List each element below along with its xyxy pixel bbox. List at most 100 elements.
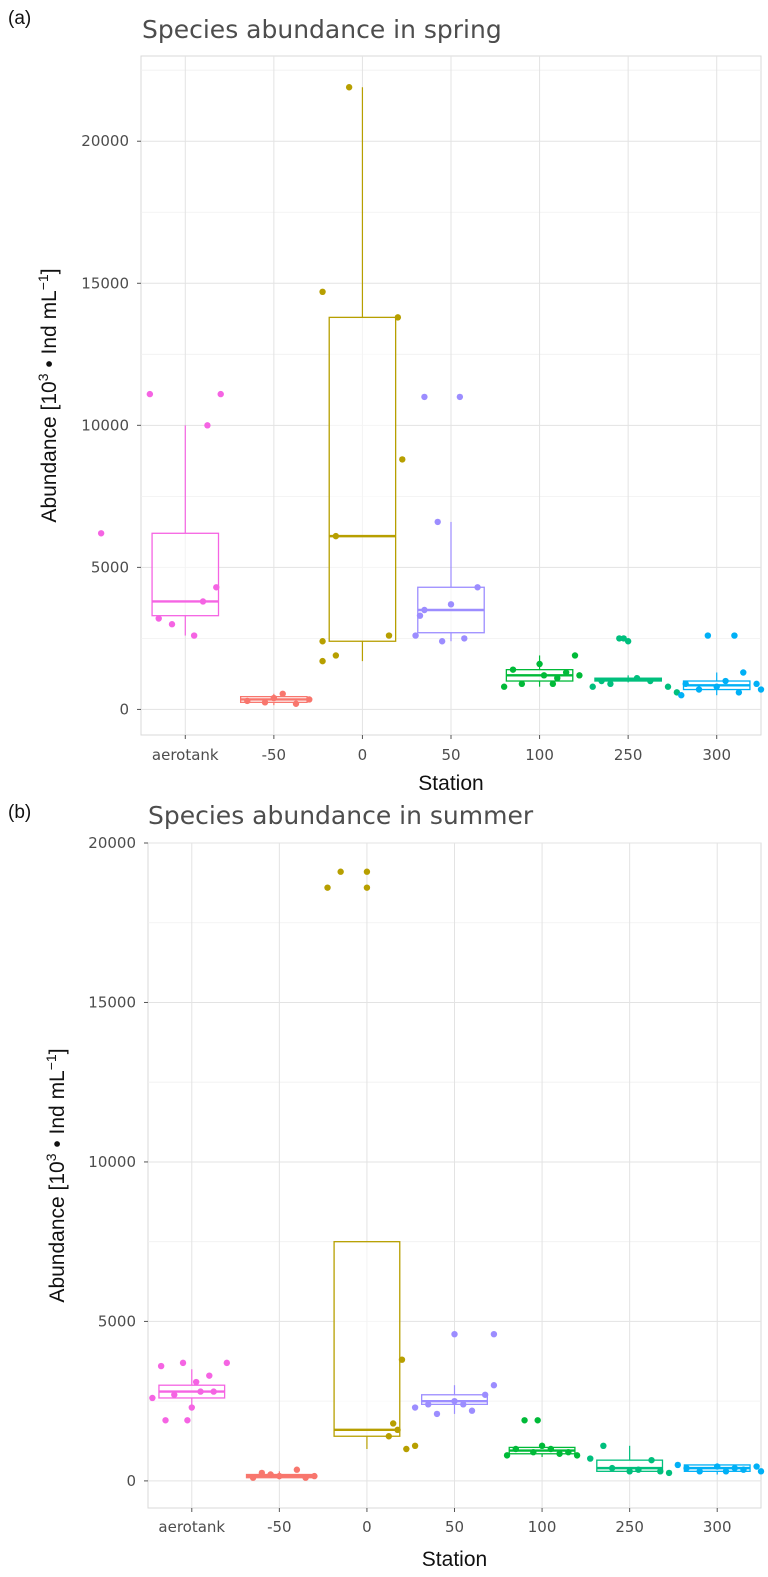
data-point xyxy=(554,674,561,682)
y-axis-title-part: • Ind mL xyxy=(46,1070,69,1153)
data-point xyxy=(425,1401,432,1408)
y-axis-title-part: Abundance [10 xyxy=(46,1161,69,1302)
data-point xyxy=(540,672,548,679)
x-tick-label: 300 xyxy=(702,746,731,764)
data-point xyxy=(461,635,468,642)
data-point xyxy=(258,1469,266,1477)
x-tick-label: 50 xyxy=(445,1518,464,1536)
data-point xyxy=(547,1445,555,1453)
data-point xyxy=(740,669,747,676)
data-point xyxy=(279,690,286,698)
data-point xyxy=(598,677,605,685)
data-point xyxy=(179,1359,187,1367)
data-point xyxy=(399,456,406,463)
y-tick-label: 20000 xyxy=(88,834,136,852)
x-tick-label: 0 xyxy=(358,746,368,764)
data-point xyxy=(534,1417,541,1424)
data-point xyxy=(607,680,614,688)
y-axis-title-part: −1 xyxy=(43,1054,59,1070)
data-point xyxy=(210,1388,217,1395)
data-point xyxy=(509,666,517,673)
data-point xyxy=(319,638,326,645)
x-tick-label: 250 xyxy=(615,1518,644,1536)
panel-label: (b) xyxy=(8,802,31,823)
station-0-group xyxy=(324,868,419,1453)
data-point xyxy=(149,1394,156,1402)
data-point xyxy=(587,1455,594,1462)
x-tick-label: 50 xyxy=(441,746,460,764)
data-point xyxy=(722,1468,730,1475)
data-point xyxy=(398,1356,406,1363)
data-point xyxy=(434,518,441,526)
data-point xyxy=(665,1469,673,1477)
data-point xyxy=(573,1452,581,1459)
data-point xyxy=(412,632,419,639)
data-point xyxy=(556,1450,563,1457)
data-point xyxy=(518,680,526,688)
data-point xyxy=(204,422,211,429)
data-point xyxy=(565,1448,572,1456)
data-point xyxy=(616,635,623,642)
y-axis-title: Abundance [103 • Ind mL−1] xyxy=(43,1048,69,1302)
data-point xyxy=(403,1445,410,1453)
station-50-group xyxy=(411,1330,498,1418)
data-point xyxy=(411,1442,419,1450)
data-point xyxy=(416,612,424,619)
data-point xyxy=(223,1359,231,1367)
data-point xyxy=(302,1474,309,1481)
data-point xyxy=(735,689,743,696)
data-point xyxy=(319,657,326,665)
data-point xyxy=(740,1466,747,1473)
data-point xyxy=(503,1452,511,1459)
x-tick-label: 250 xyxy=(614,746,643,764)
data-point xyxy=(451,1330,458,1338)
data-point xyxy=(696,1468,703,1475)
y-tick-label: 0 xyxy=(119,700,129,718)
data-point xyxy=(162,1417,169,1424)
data-point xyxy=(311,1472,318,1480)
x-tick-label: -50 xyxy=(262,746,287,764)
data-point xyxy=(217,390,224,398)
data-point xyxy=(683,1464,690,1472)
data-point xyxy=(184,1417,191,1424)
data-point xyxy=(385,632,393,639)
data-point xyxy=(270,694,278,702)
station--50-group xyxy=(245,1466,318,1481)
data-point xyxy=(411,1404,419,1411)
y-axis-title-part: 3 xyxy=(35,373,51,381)
data-point xyxy=(337,868,344,875)
chart-panel-2: 0 5000 10000 15000 20000 aerotank -50 0 50 100 250… xyxy=(8,801,765,1571)
data-point xyxy=(171,1391,178,1398)
data-point xyxy=(678,692,685,699)
data-point xyxy=(97,530,105,537)
data-point xyxy=(199,598,207,605)
data-point xyxy=(157,1362,165,1370)
y-axis-title-part: −1 xyxy=(35,274,51,290)
y-tick-label: 10000 xyxy=(81,416,129,434)
data-point xyxy=(306,696,313,703)
x-tick-label: 300 xyxy=(703,1518,732,1536)
data-point xyxy=(549,680,557,688)
x-axis-title: Station xyxy=(418,772,483,795)
data-point xyxy=(345,84,353,91)
data-point xyxy=(155,615,162,622)
data-point xyxy=(276,1472,283,1480)
data-point xyxy=(753,680,760,688)
data-point xyxy=(490,1382,498,1389)
panel-label: (a) xyxy=(8,8,31,29)
data-point xyxy=(363,868,371,875)
data-point xyxy=(433,1410,441,1418)
data-point xyxy=(674,1461,682,1469)
data-point xyxy=(332,652,340,659)
data-point xyxy=(249,1474,257,1481)
data-point xyxy=(390,1420,397,1427)
data-point xyxy=(394,1426,401,1434)
data-point xyxy=(608,1464,616,1472)
box xyxy=(333,1241,401,1437)
y-tick-label: 15000 xyxy=(88,993,136,1011)
data-point xyxy=(438,638,446,645)
data-point xyxy=(468,1407,476,1414)
data-point xyxy=(490,1330,498,1338)
data-point xyxy=(589,683,596,690)
x-tick-label: aerotank xyxy=(152,746,219,764)
